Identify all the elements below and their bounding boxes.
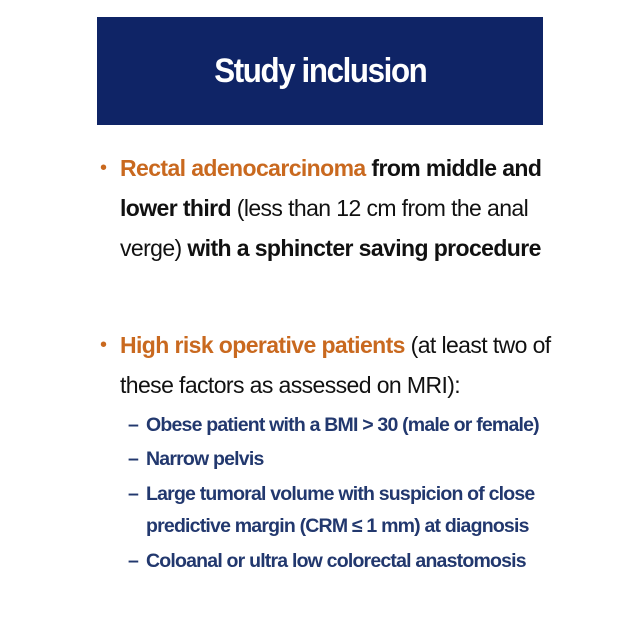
bullet-normal-text: (less than 12 cm from the anal verge)	[120, 195, 529, 261]
bullet-high-risk-patients: • High risk operative patients (at least…	[100, 325, 570, 405]
bullet-highlight: High risk operative patients	[120, 332, 405, 358]
risk-factor-text: Narrow pelvis	[146, 448, 264, 470]
bullet-normal-text: (at least two of these factors as assess…	[120, 332, 551, 398]
bullet-text: High risk operative patients (at least t…	[120, 325, 570, 405]
risk-factor-item: – Large tumoral volume with suspicion of…	[128, 478, 548, 542]
dash-marker: –	[128, 448, 139, 470]
slide-title: Study inclusion	[213, 51, 428, 90]
bullet-marker: •	[100, 334, 107, 356]
bullet-bold-text: from middle and lower third	[120, 155, 542, 221]
risk-factor-item: – Coloanal or ultra low colorectal anast…	[128, 544, 548, 578]
title-banner: Study inclusion	[97, 17, 543, 125]
bullet-marker: •	[100, 157, 107, 179]
risk-factor-text: Obese patient with a BMI > 30 (male or f…	[146, 414, 540, 436]
risk-factor-text: Coloanal or ultra low colorectal anastom…	[146, 550, 527, 572]
risk-factor-item: – Narrow pelvis	[128, 442, 548, 476]
risk-factor-text: Large tumoral volume with suspicion of c…	[146, 483, 535, 537]
bullet-highlight: Rectal adenocarcinoma	[120, 155, 366, 181]
bullet-bold-text-2: with a sphincter saving procedure	[181, 235, 541, 261]
bullet-rectal-adenocarcinoma: • Rectal adenocarcinoma from middle and …	[100, 148, 570, 268]
dash-marker: –	[128, 550, 139, 572]
risk-factor-list: – Obese patient with a BMI > 30 (male or…	[128, 408, 548, 578]
dash-marker: –	[128, 414, 139, 436]
bullet-text: Rectal adenocarcinoma from middle and lo…	[120, 148, 570, 268]
risk-factor-item: – Obese patient with a BMI > 30 (male or…	[128, 408, 548, 442]
dash-marker: –	[128, 483, 139, 505]
